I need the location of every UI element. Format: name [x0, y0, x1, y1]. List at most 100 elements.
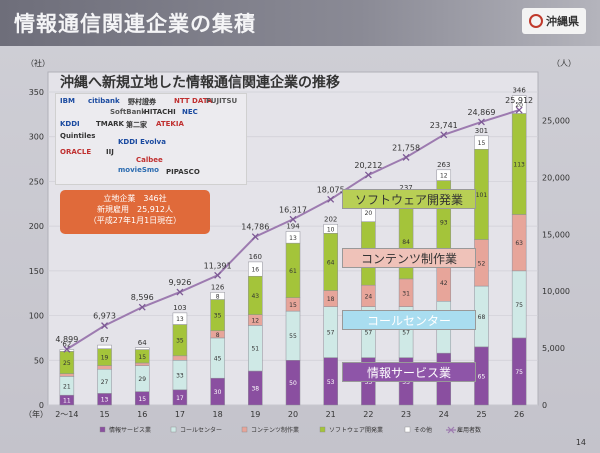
segment-value-label: 53 [365, 379, 373, 386]
bar-segment [97, 365, 112, 370]
employment-point [138, 303, 146, 311]
right-tick-label: 25,000 [542, 116, 570, 125]
bar-total-label: 301 [475, 127, 488, 135]
bar-segment [474, 135, 489, 150]
employment-label: 9,926 [168, 278, 191, 287]
x-tick-label: 15 [99, 410, 109, 419]
bar-total-label: 62 [62, 341, 71, 349]
segment-value-label: 21 [63, 383, 71, 390]
segment-value-label: 53 [327, 379, 335, 386]
segment-value-label: 27 [101, 379, 109, 386]
employment-point [478, 118, 485, 126]
logo-text: 沖縄県 [546, 15, 579, 28]
bar-segment [248, 261, 263, 277]
segment-value-label: 30 [214, 389, 222, 396]
segment-value-label: 12 [440, 173, 448, 180]
company-logo: movieSmo [118, 166, 159, 174]
segment-value-label: 16 [251, 267, 259, 274]
legend-swatch [241, 426, 248, 433]
bar-total-label: 346 [512, 87, 526, 95]
right-tick-label: 15,000 [542, 230, 570, 239]
segment-value-label: 10 [327, 226, 335, 233]
employment-label: 16,317 [279, 205, 307, 214]
x-tick-label: 26 [514, 410, 524, 419]
segment-value-label: 15 [289, 302, 297, 309]
segment-value-label: 64 [327, 259, 335, 266]
segment-value-label: 29 [138, 376, 146, 383]
employment-label: 6,973 [93, 312, 116, 321]
segment-value-label: 43 [251, 293, 259, 300]
legend-label: コンテンツ制作業 [251, 426, 299, 434]
bar-total-label: 64 [138, 339, 147, 347]
segment-value-label: 24 [365, 293, 373, 300]
legend-label: 雇用者数 [457, 426, 481, 434]
bar-segment [323, 224, 338, 234]
legend-label: その他 [414, 426, 432, 434]
bar-total-label: 194 [286, 223, 300, 231]
segment-value-label: 15 [138, 354, 146, 361]
segment-value-label: 20 [365, 210, 373, 217]
legend-label: コールセンター [180, 426, 222, 434]
left-tick-label: 100 [29, 312, 44, 321]
company-logo: IBM [60, 97, 75, 105]
x-tick-label: 21 [326, 410, 336, 419]
employment-point [440, 131, 448, 139]
company-logo: PIPASCO [166, 168, 200, 176]
company-logo: NTT DATA [174, 97, 213, 105]
label-contents: コンテンツ制作業 [342, 248, 476, 268]
segment-value-label: 45 [214, 356, 222, 363]
employment-label: 4,899 [55, 335, 78, 344]
segment-value-label: 25 [63, 360, 71, 367]
segment-value-label: 35 [214, 313, 222, 320]
left-tick-label: 150 [29, 267, 44, 276]
x-tick-label: 16 [137, 410, 147, 419]
company-logo: KDDI [60, 120, 80, 128]
left-tick-label: 250 [29, 177, 44, 186]
legend-swatch [170, 426, 177, 433]
employment-point [251, 233, 259, 241]
segment-value-label: 8 [216, 293, 220, 300]
employment-point [101, 322, 108, 330]
employment-label: 25,912 [505, 96, 533, 105]
x-tick-label: 20 [288, 410, 298, 419]
summary-companies: 立地企業 346社 [103, 194, 167, 203]
segment-value-label: 13 [176, 316, 184, 323]
segment-value-label: 51 [251, 346, 259, 353]
bar-segment [172, 312, 188, 325]
segment-value-label: 12 [251, 318, 259, 325]
segment-value-label: 15 [478, 140, 486, 147]
segment-value-label: 15 [138, 396, 146, 403]
legend-swatch [446, 426, 456, 434]
employment-point [176, 288, 184, 296]
employment-label: 18,075 [317, 185, 345, 194]
right-axis-unit: （人） [552, 59, 576, 68]
left-tick-label: 300 [29, 133, 44, 142]
okinawa-emblem-icon [529, 14, 543, 28]
segment-value-label: 8 [216, 332, 220, 339]
x-tick-label: 23 [401, 410, 411, 419]
right-tick-label: 10,000 [542, 287, 570, 296]
segment-value-label: 42 [440, 280, 448, 287]
x-tick-label: 22 [363, 410, 373, 419]
employment-point [327, 195, 335, 203]
segment-value-label: 113 [513, 161, 525, 168]
summary-employment: 新規雇用 25,912人 [97, 205, 173, 214]
legend-swatch [404, 426, 411, 433]
company-logo: ORACLE [60, 148, 92, 156]
segment-value-label: 38 [251, 386, 259, 393]
right-tick-label: 0 [542, 401, 547, 410]
label-infoservice: 情報サービス業 [342, 362, 476, 382]
bar-segment [97, 344, 112, 349]
company-logo: 野村證券 [128, 98, 156, 106]
employment-label: 20,212 [354, 161, 382, 170]
okinawa-logo: 沖縄県 [522, 8, 586, 34]
segment-value-label: 13 [101, 397, 109, 404]
employment-label: 21,758 [392, 143, 420, 152]
right-tick-label: 20,000 [542, 173, 570, 182]
segment-value-label: 63 [515, 240, 523, 247]
employment-point [63, 345, 71, 353]
segment-value-label: 65 [478, 373, 486, 380]
label-software: ソフトウェア開発業 [342, 189, 476, 209]
bar-segment [210, 292, 225, 300]
